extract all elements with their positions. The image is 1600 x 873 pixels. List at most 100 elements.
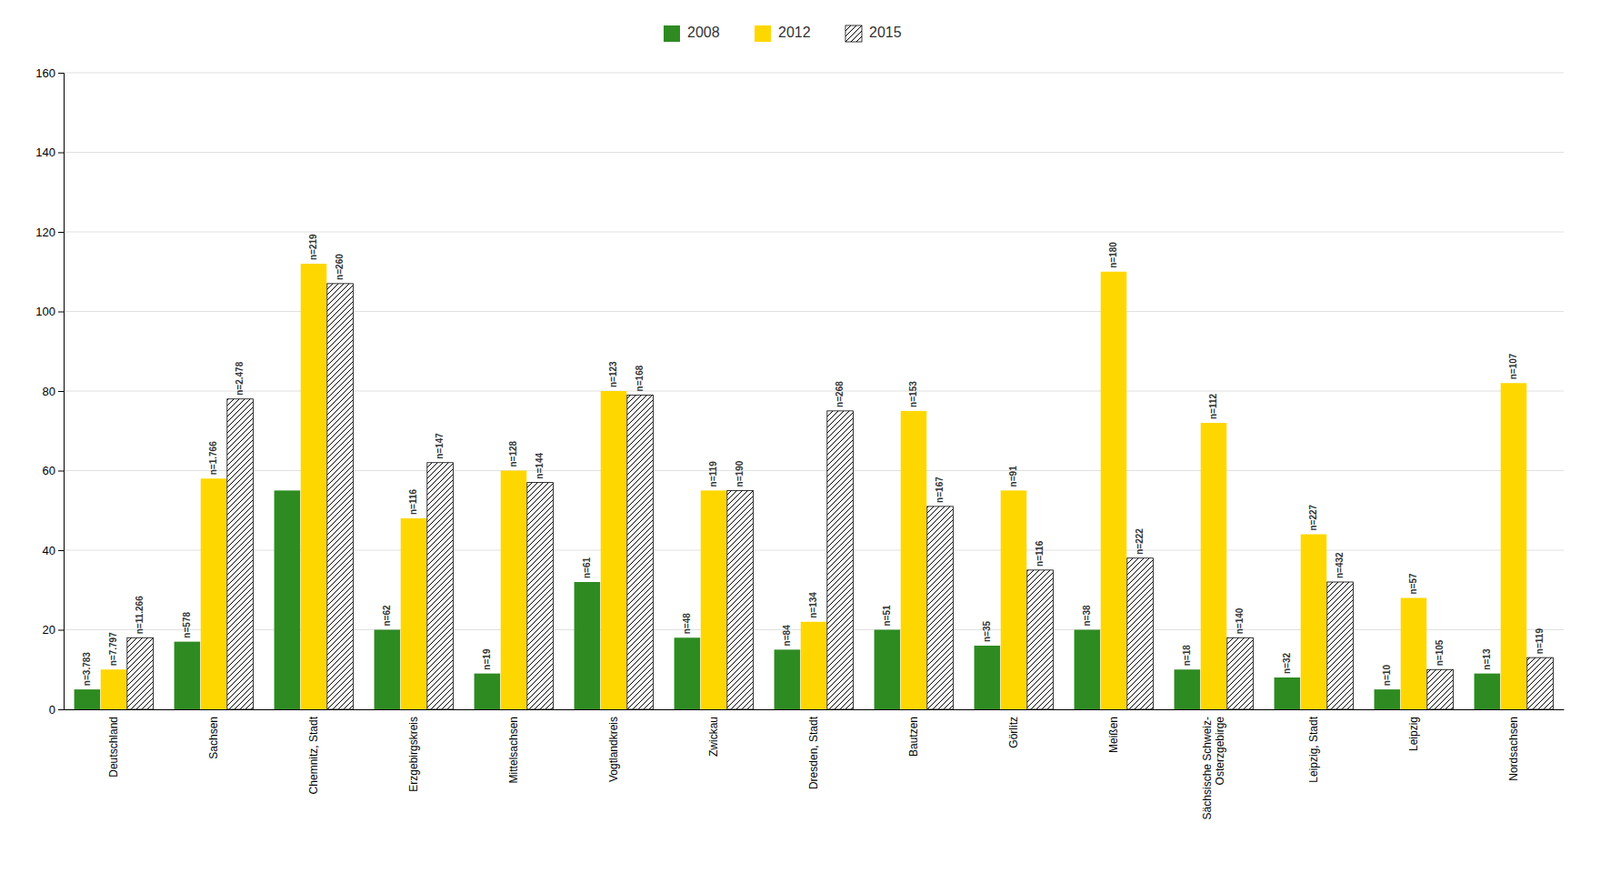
- bar: [400, 518, 428, 710]
- data-label: n=18: [1181, 644, 1192, 667]
- data-label: n=147: [434, 432, 445, 460]
- data-label: n=222: [1134, 528, 1145, 555]
- tick-mark: [58, 152, 64, 154]
- tick-mark: [58, 470, 64, 472]
- bar: [1127, 558, 1154, 710]
- legend: 200820122015: [663, 24, 902, 42]
- tick-mark: [58, 231, 64, 233]
- tick: Görlitz: [1007, 716, 1020, 749]
- tick: 140: [35, 145, 64, 160]
- tick: Nordsachsen: [1507, 716, 1520, 781]
- data-label: n=51: [881, 604, 892, 627]
- tick: Bautzen: [907, 716, 920, 757]
- tick-label: 40: [42, 543, 56, 558]
- bar: [974, 645, 1001, 710]
- bar: [127, 637, 154, 710]
- data-label: n=128: [508, 440, 519, 467]
- bar: [374, 630, 401, 710]
- data-label: n=62: [381, 604, 392, 627]
- data-label: n=13: [1481, 648, 1492, 670]
- bar: [527, 482, 554, 710]
- tick-label: Mittelsachsen: [507, 716, 520, 783]
- grid-line: [63, 151, 1564, 153]
- bar: [1474, 673, 1501, 710]
- bar: [927, 506, 954, 710]
- bar: [300, 263, 328, 710]
- tick: 60: [42, 463, 64, 478]
- bar: [627, 394, 654, 710]
- bar: [74, 689, 101, 710]
- bar: [1500, 382, 1528, 710]
- bar: [1274, 677, 1301, 710]
- axis-domain: [58, 73, 65, 710]
- plot: 020406080100120140160DeutschlandSachsenC…: [35, 66, 1564, 820]
- data-label: n=116: [408, 488, 419, 515]
- tick-label: Deutschland: [107, 716, 120, 778]
- data-label: n=112: [1208, 392, 1219, 420]
- tick-label: Sachsen: [207, 716, 220, 760]
- data-label: n=153: [908, 380, 919, 408]
- data-label: n=168: [634, 364, 645, 391]
- tick-label: Dresden, Stadt: [807, 715, 820, 790]
- tick-label: Leipzig, Stadt: [1307, 715, 1320, 782]
- tick: Leipzig, Stadt: [1307, 715, 1320, 782]
- tick: Deutschland: [107, 716, 120, 778]
- data-label: n=268: [834, 380, 845, 408]
- bar: [1027, 570, 1054, 710]
- bar: [1227, 637, 1254, 710]
- data-labels: n=3.783n=578n=62n=19n=61n=48n=84n=51n=35…: [81, 233, 1545, 686]
- bar: [1300, 534, 1328, 710]
- bar: [874, 630, 901, 710]
- tick: 0: [49, 702, 64, 717]
- tick: Sächsische Schweiz-Osterzgebirge: [1200, 716, 1227, 820]
- bar: [1400, 598, 1428, 710]
- tick: Zwickau: [707, 716, 720, 757]
- tick: 100: [35, 304, 64, 319]
- tick-label: 120: [35, 225, 56, 240]
- legend-label: 2015: [869, 24, 902, 40]
- tick-label: 140: [35, 145, 56, 160]
- tick: 120: [35, 225, 64, 240]
- bar: [1327, 581, 1354, 710]
- series: [127, 283, 1554, 710]
- axis-domain: [64, 709, 1565, 710]
- tick: 20: [42, 622, 64, 637]
- y-axis: 020406080100120140160: [35, 66, 64, 717]
- x-axis: DeutschlandSachsenChemnitz, StadtErzgebi…: [64, 710, 1565, 820]
- bar: [674, 637, 701, 710]
- tick-label: Chemnitz, Stadt: [307, 715, 320, 794]
- tick-mark: [58, 709, 64, 710]
- grid-line: [63, 310, 1564, 312]
- tick: Chemnitz, Stadt: [307, 715, 320, 794]
- bar: [200, 478, 228, 710]
- bar: [1427, 669, 1454, 710]
- series: [74, 490, 1501, 710]
- bar: [1174, 669, 1201, 710]
- bars: [74, 263, 1554, 710]
- data-label: n=134: [808, 591, 819, 619]
- bar: [827, 410, 854, 710]
- chart: 020406080100120140160DeutschlandSachsenC…: [0, 0, 1600, 873]
- tick: Vogtlandkreis: [607, 716, 620, 782]
- tick-mark: [58, 390, 64, 392]
- data-label: n=61: [581, 556, 592, 579]
- tick: Leipzig: [1407, 716, 1420, 751]
- bar: [1527, 657, 1554, 710]
- legend-swatch: [845, 25, 862, 42]
- tick-label: Bautzen: [907, 716, 920, 757]
- data-label: n=144: [534, 452, 545, 480]
- data-label: n=2.478: [234, 360, 245, 395]
- data-label: n=11.266: [134, 595, 145, 634]
- data-label: n=119: [708, 460, 719, 488]
- data-label: n=7.797: [108, 631, 119, 666]
- grid-line: [63, 72, 1564, 74]
- tick-mark: [58, 630, 64, 631]
- data-label: n=35: [981, 620, 992, 642]
- tick-label: Görlitz: [1007, 716, 1020, 749]
- data-label: n=19: [481, 648, 492, 670]
- tick-label: Leipzig: [1407, 716, 1420, 751]
- bar: [1074, 630, 1101, 710]
- legend-item: 2012: [754, 24, 811, 42]
- bar: [327, 283, 354, 710]
- data-label: n=84: [781, 624, 792, 647]
